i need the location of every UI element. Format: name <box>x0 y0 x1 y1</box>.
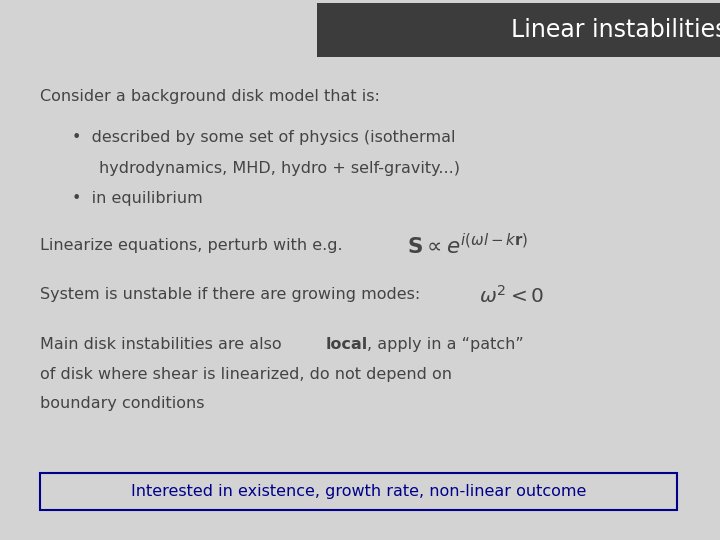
Text: Consider a background disk model that is:: Consider a background disk model that is… <box>40 89 379 104</box>
Text: •  in equilibrium: • in equilibrium <box>72 191 203 206</box>
Text: $\mathbf{S} \propto e^{i(\omega l - k\mathbf{r})}$: $\mathbf{S} \propto e^{i(\omega l - k\ma… <box>407 233 528 258</box>
Text: , apply in a “patch”: , apply in a “patch” <box>367 337 524 352</box>
FancyBboxPatch shape <box>40 472 677 510</box>
Text: Linear instabilities: Linear instabilities <box>510 18 720 42</box>
Text: Interested in existence, growth rate, non-linear outcome: Interested in existence, growth rate, no… <box>130 484 586 499</box>
Text: boundary conditions: boundary conditions <box>40 396 204 411</box>
Text: of disk where shear is linearized, do not depend on: of disk where shear is linearized, do no… <box>40 367 451 382</box>
Text: local: local <box>325 337 368 352</box>
Text: Main disk instabilities are also: Main disk instabilities are also <box>40 337 287 352</box>
Text: hydrodynamics, MHD, hydro + self-gravity...): hydrodynamics, MHD, hydro + self-gravity… <box>99 161 460 176</box>
Text: System is unstable if there are growing modes:: System is unstable if there are growing … <box>40 287 420 302</box>
Text: Linearize equations, perturb with e.g.: Linearize equations, perturb with e.g. <box>40 238 342 253</box>
Text: •  described by some set of physics (isothermal: • described by some set of physics (isot… <box>72 130 456 145</box>
Text: $\omega^2 < 0$: $\omega^2 < 0$ <box>479 285 544 307</box>
FancyBboxPatch shape <box>317 3 720 57</box>
